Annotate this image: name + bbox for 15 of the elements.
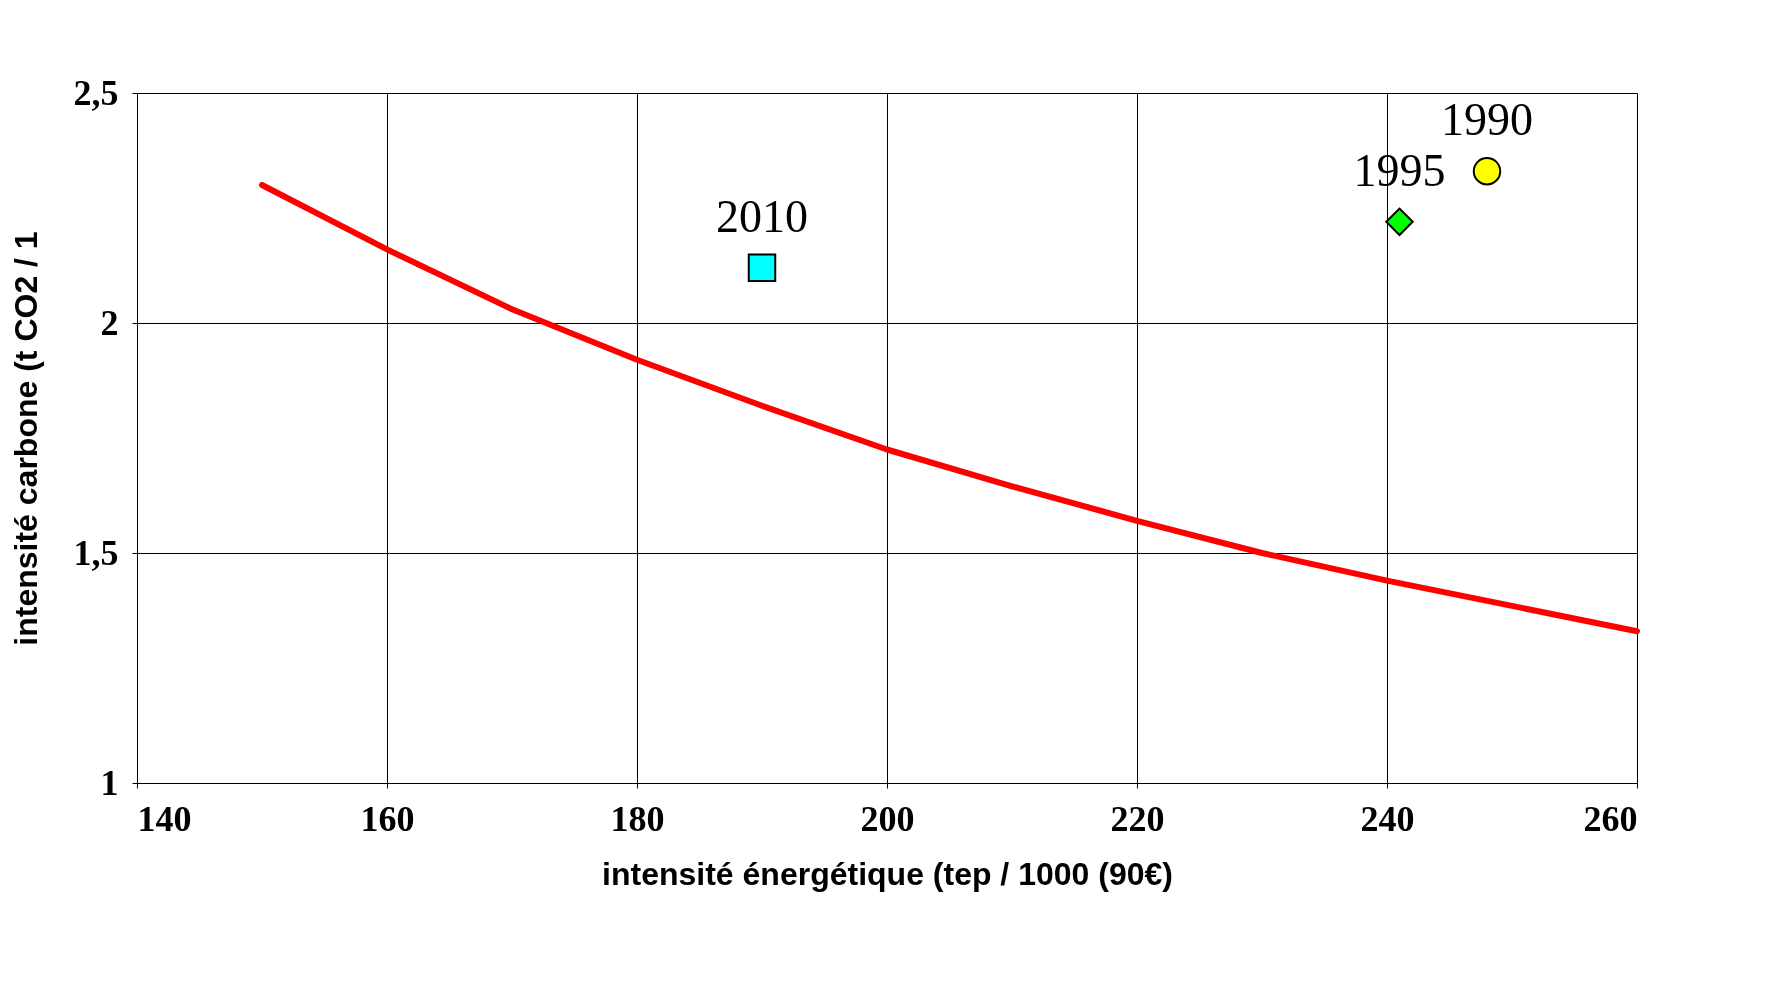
y-axis-title: intensité carbone (t CO2 / 1 xyxy=(7,231,44,646)
x-tick-label: 160 xyxy=(360,798,415,839)
annotation: 1990 xyxy=(1441,94,1533,146)
x-tick-label: 200 xyxy=(860,798,915,839)
annotation: 2010 xyxy=(716,190,808,242)
y-tick-label: 2,5 xyxy=(73,72,119,113)
x-tick-label: 260 xyxy=(1583,798,1638,839)
x-tick-label: 220 xyxy=(1110,798,1165,839)
x-tick-label: 140 xyxy=(137,798,192,839)
x-axis-title: intensité énergétique (tep / 1000 (90€) xyxy=(602,855,1173,892)
y-tick-label: 2 xyxy=(100,302,119,343)
x-tick-label: 240 xyxy=(1360,798,1415,839)
y-tick-label: 1 xyxy=(100,762,119,803)
x-tick-label: 180 xyxy=(610,798,665,839)
y-tick-label: 1,5 xyxy=(73,532,119,573)
